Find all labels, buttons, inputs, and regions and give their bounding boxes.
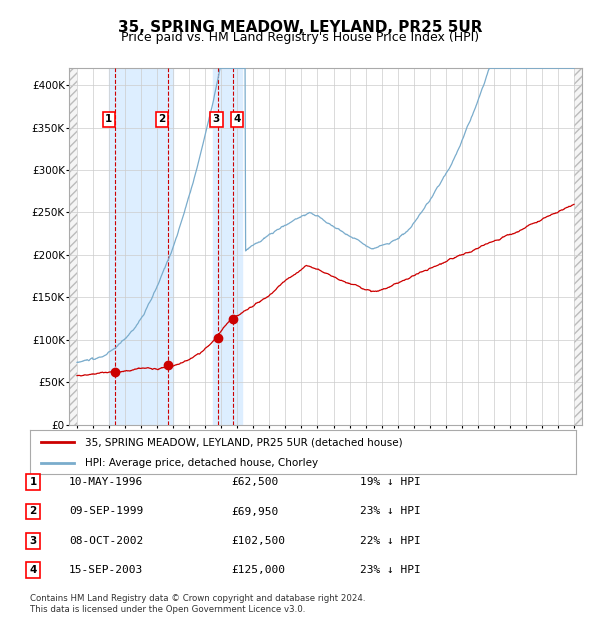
Text: 1: 1	[29, 477, 37, 487]
Text: 19% ↓ HPI: 19% ↓ HPI	[360, 477, 421, 487]
Text: 10-MAY-1996: 10-MAY-1996	[69, 477, 143, 487]
Text: HPI: Average price, detached house, Chorley: HPI: Average price, detached house, Chor…	[85, 458, 318, 468]
Text: 4: 4	[29, 565, 37, 575]
Text: £69,950: £69,950	[231, 507, 278, 516]
Text: 35, SPRING MEADOW, LEYLAND, PR25 5UR: 35, SPRING MEADOW, LEYLAND, PR25 5UR	[118, 20, 482, 35]
Bar	[213, 68, 242, 425]
Text: 4: 4	[233, 114, 241, 124]
Text: £125,000: £125,000	[231, 565, 285, 575]
Text: Contains HM Land Registry data © Crown copyright and database right 2024.
This d: Contains HM Land Registry data © Crown c…	[30, 595, 365, 614]
Text: 2: 2	[158, 114, 166, 124]
Text: 3: 3	[29, 536, 37, 546]
Text: Price paid vs. HM Land Registry's House Price Index (HPI): Price paid vs. HM Land Registry's House …	[121, 31, 479, 44]
Bar	[109, 68, 173, 425]
Text: 23% ↓ HPI: 23% ↓ HPI	[360, 565, 421, 575]
Text: 08-OCT-2002: 08-OCT-2002	[69, 536, 143, 546]
Bar	[574, 68, 582, 425]
Text: 2: 2	[29, 507, 37, 516]
Text: 3: 3	[213, 114, 220, 124]
Text: 23% ↓ HPI: 23% ↓ HPI	[360, 507, 421, 516]
Text: 09-SEP-1999: 09-SEP-1999	[69, 507, 143, 516]
Text: 15-SEP-2003: 15-SEP-2003	[69, 565, 143, 575]
Bar	[69, 68, 77, 425]
Text: £102,500: £102,500	[231, 536, 285, 546]
Text: £62,500: £62,500	[231, 477, 278, 487]
Text: 35, SPRING MEADOW, LEYLAND, PR25 5UR (detached house): 35, SPRING MEADOW, LEYLAND, PR25 5UR (de…	[85, 437, 402, 447]
Text: 22% ↓ HPI: 22% ↓ HPI	[360, 536, 421, 546]
Text: 1: 1	[105, 114, 112, 124]
